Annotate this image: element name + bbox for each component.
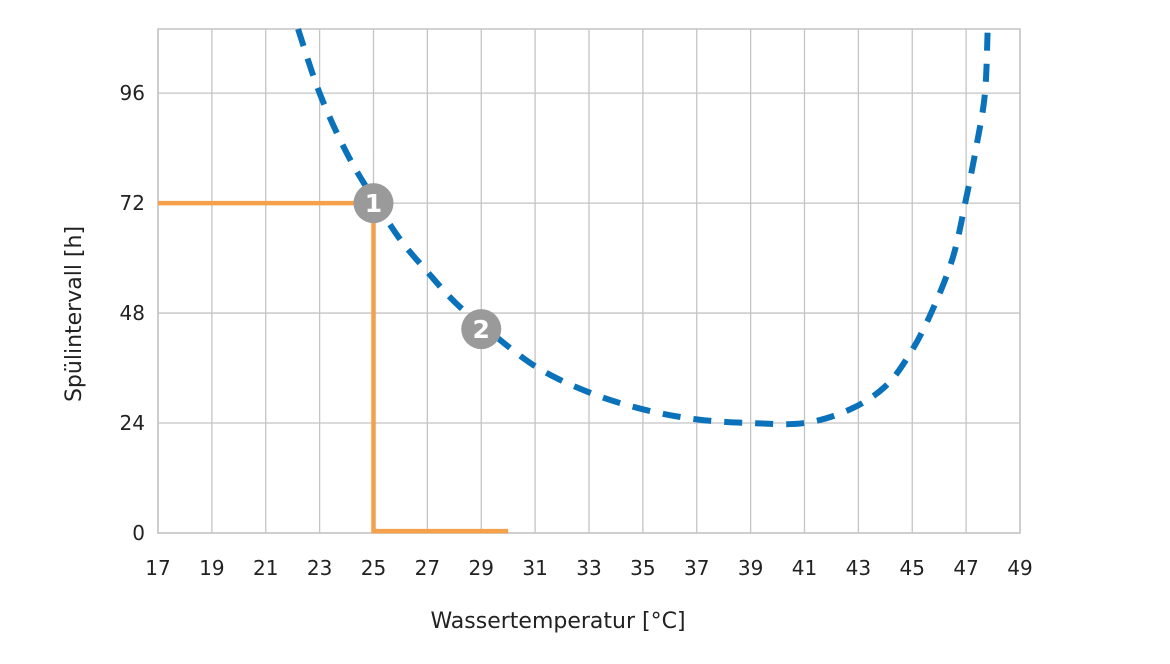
- x-tick-label: 23: [307, 556, 332, 580]
- annotation-label: 1: [365, 189, 382, 218]
- grid: [157, 28, 1021, 534]
- x-tick-label: 17: [145, 556, 170, 580]
- y-axis-label: Spülintervall [h]: [62, 226, 87, 402]
- y-tick-label: 96: [120, 81, 145, 105]
- x-tick-label: 39: [738, 556, 763, 580]
- x-tick-label: 43: [846, 556, 871, 580]
- annotation-marker-2: [461, 309, 502, 350]
- x-tick-label: 35: [630, 556, 655, 580]
- orange-reference-line: [158, 200, 509, 534]
- x-tick-label: 29: [469, 556, 494, 580]
- x-tick-label: 45: [900, 556, 925, 580]
- series-layer: [158, 28, 991, 534]
- x-tick-label: 21: [253, 556, 278, 580]
- tick-labels: 17 19 21 23 25 27 29 31 33 35 37 39 41 43 45 47 49024487…: [120, 81, 1033, 580]
- annotation-marker-1: [353, 183, 394, 224]
- x-tick-label: 49: [1007, 556, 1032, 580]
- y-tick-label: 24: [120, 411, 145, 435]
- x-tick-label: 47: [953, 556, 978, 580]
- x-tick-label: 19: [199, 556, 224, 580]
- x-tick-label: 41: [792, 556, 817, 580]
- x-tick-label: 37: [684, 556, 709, 580]
- x-axis-label: Wassertemperatur [°C]: [430, 609, 685, 634]
- x-tick-label: 27: [415, 556, 440, 580]
- x-tick-label: 33: [576, 556, 601, 580]
- y-tick-label: 48: [120, 301, 145, 325]
- annotation-layer: 12: [353, 183, 502, 350]
- annotation-label: 2: [473, 315, 490, 344]
- y-tick-label: 72: [120, 191, 145, 215]
- dashed-curve-series: [295, 28, 991, 428]
- x-tick-label: 25: [361, 556, 386, 580]
- x-tick-label: 31: [522, 556, 547, 580]
- y-tick-label: 0: [132, 521, 145, 545]
